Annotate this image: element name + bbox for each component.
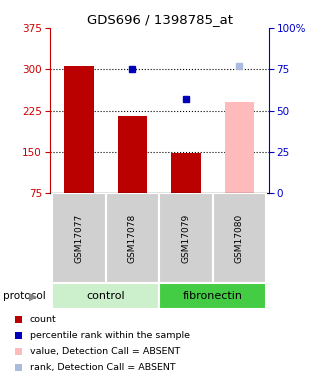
Text: GDS696 / 1398785_at: GDS696 / 1398785_at (87, 13, 233, 26)
Text: control: control (86, 291, 125, 301)
Text: protocol: protocol (3, 291, 46, 301)
Bar (118, 116, 147, 193)
Bar (159, 193, 213, 283)
Bar (14, 348, 21, 355)
Bar (14, 332, 21, 339)
Bar (106, 193, 159, 283)
Text: GSM17078: GSM17078 (128, 213, 137, 263)
Bar (52, 283, 159, 309)
Text: GSM17079: GSM17079 (181, 213, 190, 263)
Text: percentile rank within the sample: percentile rank within the sample (30, 331, 190, 340)
Bar (14, 364, 21, 370)
Bar (14, 316, 21, 323)
Text: fibronectin: fibronectin (183, 291, 243, 301)
Bar (52, 193, 106, 283)
Bar (159, 283, 266, 309)
Bar (64, 66, 94, 193)
Text: count: count (30, 315, 57, 324)
Text: GSM17077: GSM17077 (75, 213, 84, 263)
Text: value, Detection Call = ABSENT: value, Detection Call = ABSENT (30, 347, 180, 356)
Text: GSM17080: GSM17080 (235, 213, 244, 263)
Text: rank, Detection Call = ABSENT: rank, Detection Call = ABSENT (30, 363, 176, 372)
Bar (213, 193, 266, 283)
Text: ▶: ▶ (29, 291, 38, 301)
Bar (171, 153, 201, 193)
Bar (225, 102, 254, 193)
